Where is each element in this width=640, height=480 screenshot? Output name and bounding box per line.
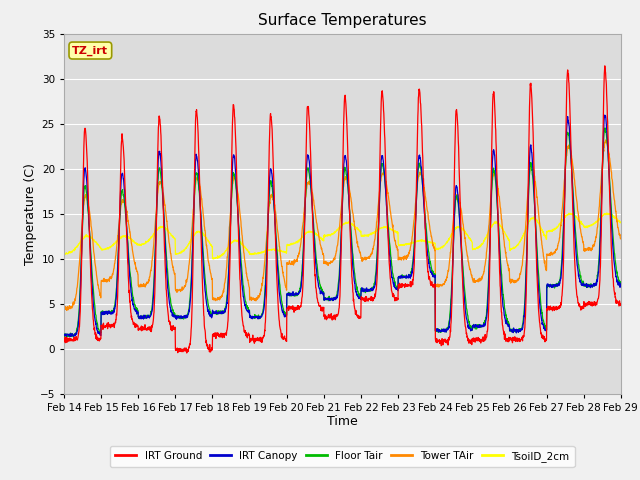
X-axis label: Time: Time bbox=[327, 415, 358, 429]
Text: TZ_irt: TZ_irt bbox=[72, 46, 108, 56]
Y-axis label: Temperature (C): Temperature (C) bbox=[24, 163, 37, 264]
Title: Surface Temperatures: Surface Temperatures bbox=[258, 13, 427, 28]
Legend: IRT Ground, IRT Canopy, Floor Tair, Tower TAir, TsoilD_2cm: IRT Ground, IRT Canopy, Floor Tair, Towe… bbox=[110, 445, 575, 467]
